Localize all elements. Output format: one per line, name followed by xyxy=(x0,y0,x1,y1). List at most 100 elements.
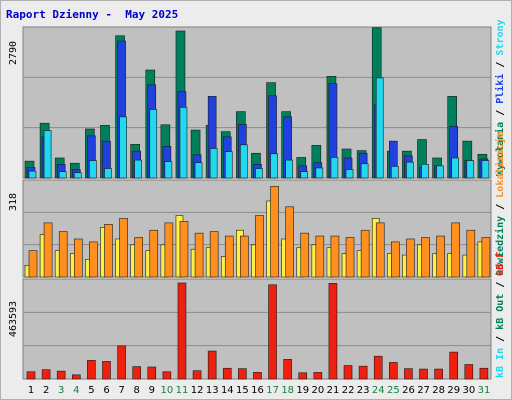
bar-bandwidth-day-25 xyxy=(389,362,398,380)
day-label-14: 14 xyxy=(221,385,234,396)
day-label-13: 13 xyxy=(206,385,219,396)
day-label-18: 18 xyxy=(281,385,294,396)
bar-sites-day-1 xyxy=(28,250,38,278)
day-label-5: 5 xyxy=(88,385,94,396)
bar-hits-day-31 xyxy=(481,160,490,179)
day-label-27: 27 xyxy=(417,385,430,396)
bar-bandwidth-day-15 xyxy=(238,368,247,380)
day-label-22: 22 xyxy=(342,385,355,396)
bar-bandwidth-day-10 xyxy=(162,371,172,380)
bar-hits-day-8 xyxy=(134,159,142,179)
bar-sites-day-10 xyxy=(164,222,174,278)
day-label-8: 8 xyxy=(134,385,140,396)
bar-bandwidth-day-23 xyxy=(358,365,368,380)
bar-bandwidth-day-14 xyxy=(222,367,232,380)
day-label-19: 19 xyxy=(296,385,309,396)
bar-sites-day-9 xyxy=(149,229,159,278)
bar-sites-day-24 xyxy=(375,222,385,278)
day-label-29: 29 xyxy=(447,385,460,396)
bar-sites-day-19 xyxy=(300,232,310,278)
bar-bandwidth-day-12 xyxy=(192,370,202,380)
bar-hits-day-16 xyxy=(255,168,263,179)
bar-hits-day-24 xyxy=(375,77,384,179)
bar-sites-day-21 xyxy=(330,235,340,278)
legend-bandwidth: kB In / kB Out / kB F xyxy=(495,252,506,378)
bar-sites-day-8 xyxy=(134,237,143,278)
bar-sites-day-27 xyxy=(421,237,430,278)
bar-bandwidth-day-11 xyxy=(177,282,187,380)
bar-sites-day-13 xyxy=(209,231,219,278)
day-label-2: 2 xyxy=(43,385,49,396)
bar-hits-day-30 xyxy=(466,160,475,179)
bar-hits-day-23 xyxy=(360,163,369,179)
bar-sites-day-31 xyxy=(481,237,491,278)
bar-bandwidth-day-5 xyxy=(87,360,96,380)
bar-hits-day-18 xyxy=(285,159,293,179)
bar-bandwidth-day-8 xyxy=(132,366,141,380)
bar-hits-day-10 xyxy=(164,161,173,179)
bar-hits-day-7 xyxy=(119,116,127,179)
bar-hits-day-13 xyxy=(209,148,218,179)
bar-sites-day-20 xyxy=(315,235,325,278)
bar-hits-day-6 xyxy=(104,168,112,179)
bar-hits-day-20 xyxy=(315,167,324,179)
day-label-6: 6 xyxy=(103,385,109,396)
bar-bandwidth-day-18 xyxy=(283,359,292,380)
bar-sites-day-29 xyxy=(451,222,461,278)
day-label-20: 20 xyxy=(312,385,325,396)
bar-bandwidth-day-31 xyxy=(479,367,489,380)
bar-hits-day-14 xyxy=(224,151,233,179)
bar-sites-day-7 xyxy=(119,218,128,278)
bar-bandwidth-day-20 xyxy=(313,372,323,380)
day-label-24: 24 xyxy=(372,385,385,396)
day-label-7: 7 xyxy=(118,385,124,396)
bar-sites-day-22 xyxy=(345,237,355,278)
bar-hits-day-11 xyxy=(179,107,188,179)
bar-hits-day-29 xyxy=(451,157,460,179)
day-label-23: 23 xyxy=(357,385,370,396)
bar-hits-day-12 xyxy=(194,162,203,179)
day-label-10: 10 xyxy=(161,385,174,396)
bar-bandwidth-day-9 xyxy=(147,366,157,380)
bar-sites-day-17 xyxy=(270,186,279,278)
bar-bandwidth-day-21 xyxy=(328,283,338,380)
day-label-31: 31 xyxy=(478,385,491,396)
legend-traffic: Wywołania / Pliki / Strony xyxy=(494,19,506,176)
day-label-9: 9 xyxy=(149,385,155,396)
bar-bandwidth-day-26 xyxy=(404,368,413,380)
bar-sites-day-4 xyxy=(73,238,83,278)
day-label-30: 30 xyxy=(462,385,475,396)
bar-bandwidth-day-1 xyxy=(26,371,36,380)
bar-bandwidth-day-16 xyxy=(253,372,262,380)
bar-sites-day-15 xyxy=(240,235,249,278)
day-label-28: 28 xyxy=(432,385,445,396)
y-axis-max-label: 463593 xyxy=(8,301,19,337)
bar-hits-day-9 xyxy=(149,109,158,179)
bar-bandwidth-day-7 xyxy=(117,345,126,380)
bar-hits-day-22 xyxy=(345,169,354,179)
day-label-21: 21 xyxy=(327,385,340,396)
bar-hits-day-21 xyxy=(330,157,339,179)
bar-hits-day-1 xyxy=(28,170,37,179)
bar-hits-day-15 xyxy=(240,144,248,179)
bar-sites-day-30 xyxy=(466,229,476,278)
day-label-25: 25 xyxy=(387,385,400,396)
bar-bandwidth-day-3 xyxy=(56,370,66,380)
bar-sites-day-23 xyxy=(360,229,370,278)
day-label-26: 26 xyxy=(402,385,415,396)
day-label-12: 12 xyxy=(191,385,204,396)
bar-sites-day-14 xyxy=(224,235,234,278)
bar-hits-day-5 xyxy=(89,160,97,179)
plot-panel-bandwidth xyxy=(22,278,492,380)
day-label-11: 11 xyxy=(176,385,189,396)
bar-sites-day-11 xyxy=(179,221,189,278)
day-label-1: 1 xyxy=(28,385,34,396)
bar-bandwidth-day-30 xyxy=(464,364,474,380)
bar-bandwidth-day-4 xyxy=(71,374,81,380)
bar-sites-day-12 xyxy=(194,232,204,278)
bar-sites-day-26 xyxy=(406,238,415,278)
bar-bandwidth-day-19 xyxy=(298,372,308,380)
bar-hits-day-27 xyxy=(421,164,429,179)
bar-hits-day-3 xyxy=(58,171,67,179)
